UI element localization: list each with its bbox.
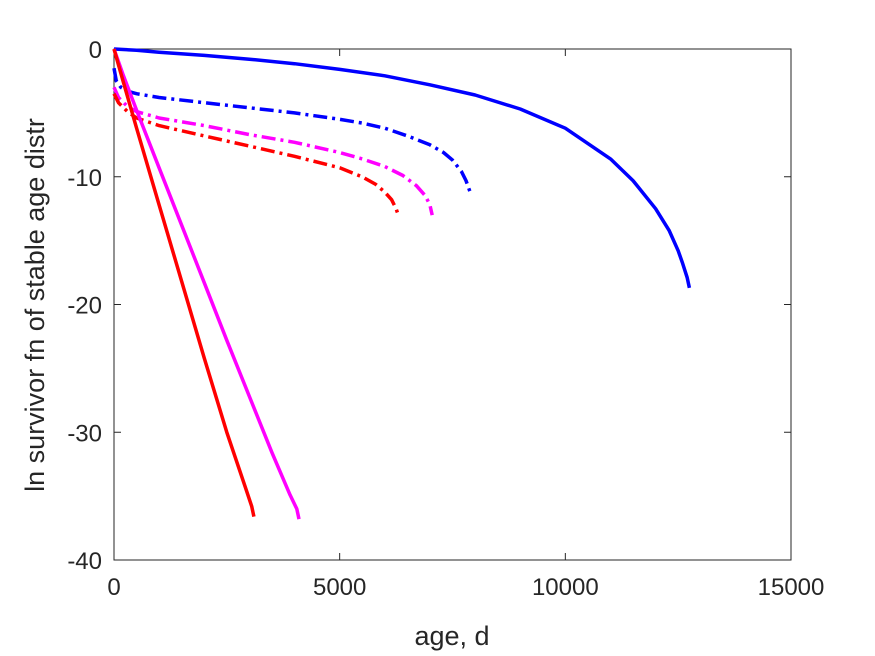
series-line-5	[112, 48, 301, 520]
y-tick-label: 0	[89, 37, 102, 64]
x-tick-label: 0	[107, 574, 120, 601]
series-line-4	[112, 92, 400, 216]
x-tick-label: 10000	[532, 574, 599, 601]
series-line-1	[113, 47, 692, 289]
y-tick-label: -10	[67, 165, 102, 192]
x-axis-label: age, d	[414, 621, 489, 651]
y-tick-label: -20	[67, 293, 102, 320]
y-axis-label: ln survivor fn of stable age distr	[20, 118, 50, 492]
x-tick-label: 5000	[313, 574, 366, 601]
series-line-6	[112, 48, 256, 517]
series-group	[112, 47, 692, 520]
axis-ticks: 0 5000 10000 15000 0 -10 -20 -30 -40	[67, 37, 824, 601]
x-tick-label: 15000	[758, 574, 825, 601]
plot-area	[113, 48, 792, 561]
y-tick-label: -30	[67, 420, 102, 447]
y-tick-label: -40	[67, 548, 102, 575]
